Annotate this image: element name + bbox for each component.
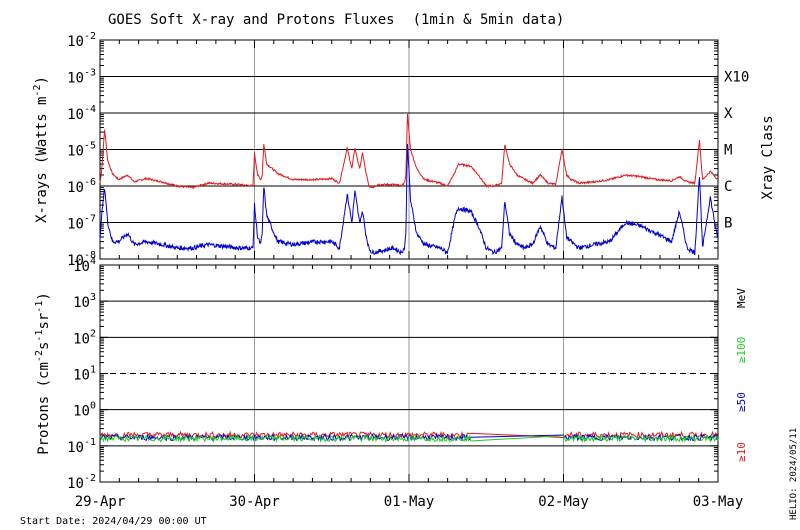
x-tick-label: 01-May [384, 494, 435, 510]
xray-class-label: C [724, 179, 732, 195]
tick-base: 10 [67, 253, 84, 269]
xray-tick-label: 10-2 [67, 31, 96, 50]
tick-exponent: -4 [84, 104, 96, 115]
xray-class-label: B [724, 216, 732, 232]
chart-title: GOES Soft X-ray and Protons Fluxes (1min … [108, 12, 564, 28]
chart-subtitle: (1min & 5min data) [413, 12, 565, 28]
tick-exponent: 2 [90, 328, 96, 339]
tick-base: 10 [67, 476, 84, 492]
xray-tick-label: 10-6 [67, 177, 96, 196]
tick-base: 10 [67, 440, 84, 456]
proton-y-axis-label: Protons (cm-2s-1sr-1) [34, 292, 52, 455]
tick-exponent: -7 [84, 214, 96, 225]
tick-exponent: -2 [84, 473, 96, 484]
tick-base: 10 [67, 144, 84, 160]
plabel-text: s [36, 342, 52, 350]
plabel-exp: -1 [34, 330, 45, 342]
plabel-text: Protons (cm [36, 362, 52, 455]
proton-legend-entry: ≥100 [735, 337, 748, 364]
tick-base: 10 [67, 71, 84, 87]
proton-tick-label: 102 [73, 328, 96, 347]
tick-exponent: -2 [84, 31, 96, 42]
proton-legend-entry: ≥50 [735, 392, 748, 412]
proton-tick-label: 101 [73, 365, 96, 384]
tick-base: 10 [67, 107, 84, 123]
xray-tick-label: 10-4 [67, 104, 96, 123]
xray-tick-label: 10-8 [67, 250, 96, 269]
tick-base: 10 [67, 180, 84, 196]
xray-class-label: M [724, 143, 732, 159]
tick-base: 10 [67, 217, 84, 233]
tick-base: 10 [67, 34, 84, 50]
proton-legend-entry: MeV [735, 288, 748, 308]
x-tick-label: 02-May [538, 494, 589, 510]
tick-base: 10 [73, 331, 90, 347]
proton-tick-label: 10-1 [67, 437, 96, 456]
proton-tick-label: 103 [73, 292, 96, 311]
proton-tick-label: 10-2 [67, 473, 96, 492]
xray-class-axis-title: Xray Class [760, 115, 776, 199]
xray-short-series [99, 143, 718, 256]
proton-tick-label: 104 [73, 256, 96, 275]
proton-series-ge10 [99, 430, 719, 440]
xray-tick-label: 10-7 [67, 214, 96, 233]
plabel-exp: -1 [34, 301, 45, 313]
tick-exponent: 0 [90, 401, 96, 412]
x-axis: 29-Apr 30-Apr 01-May 02-May 03-May [75, 40, 744, 510]
plabel-exp: -2 [34, 350, 45, 362]
tick-exponent: 1 [90, 365, 96, 376]
tick-exponent: 4 [90, 256, 96, 267]
start-date-label: Start Date: 2024/04/29 00:00 UT [20, 516, 207, 527]
xray-class-label: X10 [724, 70, 749, 86]
tick-exponent: -8 [84, 250, 96, 261]
xray-panel: 10-810-710-610-510-410-310-2X-rays (Watt… [32, 31, 776, 269]
tick-exponent: -5 [84, 141, 96, 152]
chart-title-main: GOES Soft X-ray and Protons Fluxes [108, 12, 395, 28]
tick-base: 10 [73, 259, 90, 275]
tick-exponent: -6 [84, 177, 96, 188]
xray-tick-label: 10-5 [67, 141, 96, 160]
tick-base: 10 [73, 368, 90, 384]
xray-tick-label: 10-3 [67, 68, 96, 87]
plabel-close: ) [36, 292, 52, 300]
proton-tick-label: 100 [73, 401, 96, 420]
xray-long-series [99, 113, 718, 190]
plabel-text: sr [36, 313, 52, 330]
proton-series-ge100 [99, 433, 719, 444]
tick-exponent: -3 [84, 68, 96, 79]
ylabel-close: ) [34, 76, 50, 84]
tick-exponent: 3 [90, 292, 96, 303]
x-tick-label: 29-Apr [75, 494, 126, 510]
tick-base: 10 [73, 404, 90, 420]
helio-date-label: HELIO: 2024/05/11 [789, 428, 799, 520]
ylabel-exp: -2 [32, 84, 43, 96]
x-tick-label: 30-Apr [229, 494, 280, 510]
x-tick-label: 03-May [693, 494, 744, 510]
xray-y-axis-label: X-rays (Watts m-2) [32, 76, 50, 223]
tick-base: 10 [73, 295, 90, 311]
tick-exponent: -1 [84, 437, 96, 448]
proton-legend-entry: ≥10 [735, 442, 748, 462]
ylabel-text: X-rays (Watts m [34, 97, 50, 223]
xray-class-label: X [724, 106, 733, 122]
